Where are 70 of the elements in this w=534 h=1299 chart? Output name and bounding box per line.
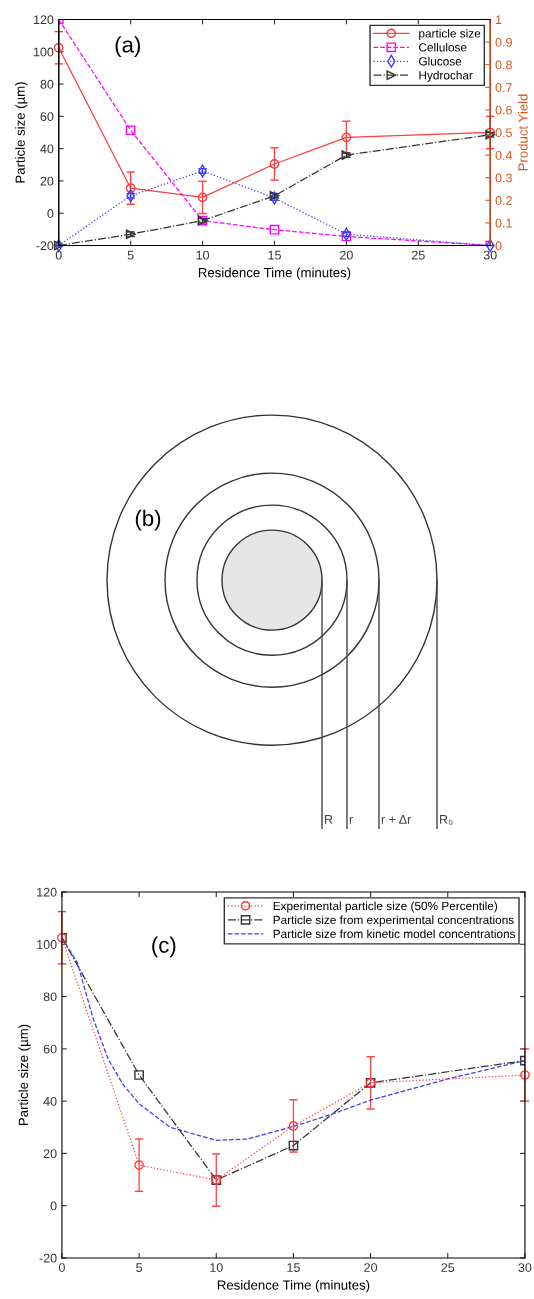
y2-tick-label: 0.4 (495, 150, 513, 160)
y-tick-label: 120 (33, 15, 54, 25)
x-tick-label: 10 (210, 1263, 223, 1272)
point (269, 159, 280, 169)
y-tick-label: 20 (43, 1149, 57, 1159)
annotation: (c) (152, 936, 176, 958)
legend-label: Cellulose (419, 42, 467, 52)
y-tick-label: 60 (40, 112, 54, 122)
y2-tick-label: 0.6 (495, 105, 512, 115)
annotation: (a) (115, 36, 140, 57)
text: R (325, 815, 333, 824)
y-tick-label: -20 (36, 241, 54, 251)
point (341, 132, 352, 143)
y-tick-label: 20 (40, 176, 54, 186)
x-tick-label: 15 (268, 250, 281, 260)
y2-tick-label: 1 (496, 15, 502, 25)
y2-tick-label: 0.2 (495, 196, 512, 205)
y-tick-label: 60 (43, 1044, 57, 1054)
y-tick-label: 0 (47, 209, 54, 218)
y-tick-label: 80 (40, 79, 54, 89)
point (134, 1070, 144, 1080)
x-tick-label: 20 (364, 1263, 378, 1272)
y-tick-label: 0 (50, 1201, 57, 1211)
y-tick-label: -20 (39, 1253, 57, 1263)
y2-tick-label: 0.7 (495, 83, 512, 92)
x-tick-label: 30 (518, 1263, 532, 1272)
y2-tick-label: 0.5 (495, 128, 512, 138)
y2-tick-label: 0.9 (495, 37, 512, 47)
y2-axis-title: Product Yield (518, 94, 528, 171)
point (269, 224, 280, 235)
x-tick-label: 30 (483, 250, 497, 260)
text: r + Δr (381, 815, 412, 824)
point (197, 192, 208, 203)
y-tick-label: 40 (43, 1096, 57, 1106)
y-tick-label: 100 (37, 940, 57, 949)
point (53, 42, 64, 53)
x-tick-label: 5 (127, 250, 134, 260)
y-tick-label: 120 (37, 887, 57, 897)
point (125, 125, 136, 136)
y-tick-label: 100 (33, 47, 54, 57)
y-tick-label: 80 (43, 992, 57, 1002)
legend-label: particle size (419, 28, 481, 40)
y2-tick-label: 0 (495, 241, 502, 251)
legend-label: Particle size from kinetic model concentrations (273, 929, 516, 939)
x-tick-label: 25 (441, 1263, 455, 1272)
point (520, 1070, 530, 1080)
x-tick-label: 20 (340, 250, 353, 260)
x-tick-label: 10 (196, 250, 210, 260)
point (125, 183, 136, 194)
text: R₀ (440, 815, 453, 825)
x-tick-label: 15 (287, 1263, 300, 1272)
y-axis-title: Particle size (µm) (15, 82, 28, 183)
y2-tick-label: 0.1 (495, 218, 512, 228)
y-tick-label: 40 (40, 144, 54, 154)
legend-label: Particle size from experimental concentrations (273, 915, 514, 927)
x-tick-label: 0 (58, 1263, 65, 1272)
x-axis-title: Residence Time (minutes) (217, 1280, 370, 1293)
x-axis-title: Residence Time (minutes) (198, 267, 351, 280)
legend-label: Experimental particle size (50% Percentile) (273, 901, 498, 913)
legend-label: Hydrochar (419, 70, 473, 82)
text: r (349, 816, 353, 824)
legend-label: Glucose (419, 56, 462, 66)
text: (b) (135, 509, 161, 531)
x-tick-label: 5 (136, 1263, 143, 1272)
y-axis-title: Particle size (µm) (18, 1024, 31, 1125)
x-tick-label: 25 (411, 250, 425, 260)
y2-tick-label: 0.8 (495, 60, 512, 70)
y2-tick-label: 0.3 (495, 173, 512, 183)
point (288, 1121, 299, 1131)
point (134, 1160, 144, 1171)
